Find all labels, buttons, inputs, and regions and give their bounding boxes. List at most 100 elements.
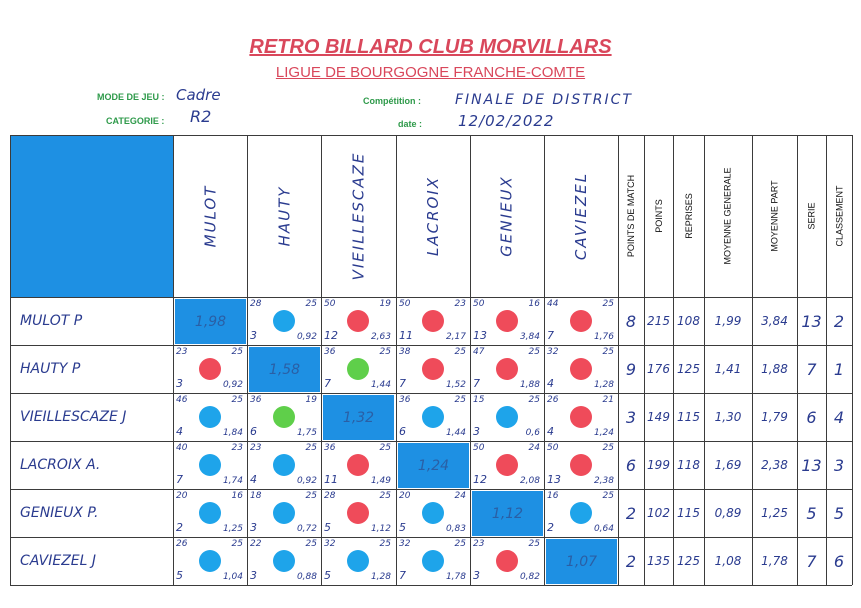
match-innings: 5: [324, 569, 331, 582]
match-points: 38: [399, 347, 411, 357]
diagonal-average: 1,12: [472, 491, 543, 536]
stat-value: 3: [833, 455, 845, 475]
grid-line: [173, 135, 174, 585]
stat-value: 125: [677, 554, 700, 568]
stat-value: 6: [806, 407, 817, 427]
result-dot: [347, 310, 369, 332]
match-cell: 36 25 7 1,44: [321, 345, 395, 393]
stat-header-label: POINTS: [653, 199, 664, 233]
stat-value: 115: [677, 410, 700, 424]
match-points: 32: [324, 539, 336, 549]
stat-value: 108: [677, 314, 700, 328]
player-name: HAUTY P: [20, 361, 81, 377]
match-points: 15: [473, 395, 485, 405]
match-average: 3,84: [519, 332, 540, 342]
stat-value: 13: [801, 455, 822, 475]
match-distance: 25: [379, 491, 391, 501]
match-distance: 25: [305, 299, 317, 309]
match-cell: 46 25 4 1,84: [173, 393, 247, 441]
match-points: 22: [250, 539, 262, 549]
match-average: 0,82: [519, 572, 540, 582]
column-header: CAVIEZEL: [544, 135, 618, 297]
stat-value: 135: [647, 554, 670, 568]
stat-value: 2: [625, 551, 637, 571]
date-label: date :: [398, 119, 423, 129]
match-distance: 25: [528, 539, 540, 549]
match-points: 46: [176, 395, 188, 405]
mode-value: Cadre: [176, 86, 221, 104]
match-distance: 19: [305, 395, 317, 405]
match-innings: 2: [176, 521, 183, 534]
match-distance: 25: [305, 539, 317, 549]
stat-value: 1,88: [761, 362, 788, 376]
match-points: 36: [399, 395, 411, 405]
stat-value: 102: [647, 506, 670, 520]
stat-value: 8: [625, 311, 637, 331]
match-points: 47: [473, 347, 485, 357]
match-distance: 25: [602, 443, 614, 453]
grid-line: [673, 135, 674, 585]
match-average: 2,08: [519, 476, 540, 486]
grid-line: [544, 135, 545, 585]
match-innings: 3: [176, 377, 183, 390]
match-cell: 32 25 7 1,78: [396, 537, 470, 585]
stat-value: 1,69: [714, 458, 742, 472]
match-cell: 23 25 3 0,82: [470, 537, 544, 585]
stat-value: 1,79: [761, 410, 788, 424]
diagonal-average: 1,24: [398, 443, 469, 488]
result-dot: [199, 550, 221, 572]
result-dot: [347, 358, 369, 380]
player-name: LACROIX A.: [20, 457, 101, 473]
match-average: 1,28: [370, 572, 391, 582]
match-average: 0,83: [445, 524, 466, 534]
match-points: 16: [547, 491, 559, 501]
match-average: 0,6: [525, 428, 540, 438]
match-distance: 25: [528, 347, 540, 357]
match-innings: 4: [250, 473, 257, 486]
club-title: RETRO BILLARD CLUB MORVILLARS: [249, 36, 612, 58]
result-dot: [273, 406, 295, 428]
match-innings: 4: [176, 425, 183, 438]
match-distance: 25: [379, 539, 391, 549]
stat-value: 1: [833, 359, 845, 379]
match-points: 50: [473, 299, 485, 309]
match-innings: 5: [399, 521, 406, 534]
column-header: GENIEUX: [470, 135, 544, 297]
stat-value: 9: [625, 359, 637, 379]
match-distance: 25: [379, 347, 391, 357]
stat-header: SERIE: [797, 135, 826, 297]
match-points: 23: [250, 443, 262, 453]
match-points: 20: [399, 491, 411, 501]
match-average: 0,64: [593, 524, 614, 534]
match-points: 36: [250, 395, 262, 405]
match-cell: 26 25 5 1,04: [173, 537, 247, 585]
stat-header-label: MOYENNE PART: [769, 180, 780, 252]
match-innings: 13: [547, 473, 561, 486]
match-cell: 32 25 5 1,28: [321, 537, 395, 585]
result-dot: [496, 406, 518, 428]
stat-header-label: SERIE: [806, 202, 817, 230]
match-distance: 25: [454, 395, 466, 405]
column-header: VIEILLESCAZE: [321, 135, 395, 297]
match-points: 50: [547, 443, 559, 453]
stat-value: 176: [647, 362, 670, 376]
match-cell: 44 25 7 1,76: [544, 297, 618, 345]
match-average: 1,75: [296, 428, 317, 438]
match-cell: 18 25 3 0,72: [247, 489, 321, 537]
stat-header: MOYENNE GENERALE: [704, 135, 752, 297]
stat-header: REPRISES: [673, 135, 704, 297]
match-distance: 25: [305, 443, 317, 453]
match-average: 1,12: [370, 524, 391, 534]
match-cell: 23 25 4 0,92: [247, 441, 321, 489]
stat-value: 1,78: [761, 554, 788, 568]
match-distance: 16: [231, 491, 243, 501]
diagonal-average: 1,32: [323, 395, 394, 440]
match-innings: 3: [473, 425, 480, 438]
match-cell: 22 25 3 0,88: [247, 537, 321, 585]
column-header-label: CAVIEZEL: [572, 171, 591, 261]
match-cell: 36 25 6 1,44: [396, 393, 470, 441]
result-dot: [570, 502, 592, 524]
stat-value: 7: [806, 551, 817, 571]
match-innings: 4: [547, 425, 554, 438]
result-dot: [273, 454, 295, 476]
